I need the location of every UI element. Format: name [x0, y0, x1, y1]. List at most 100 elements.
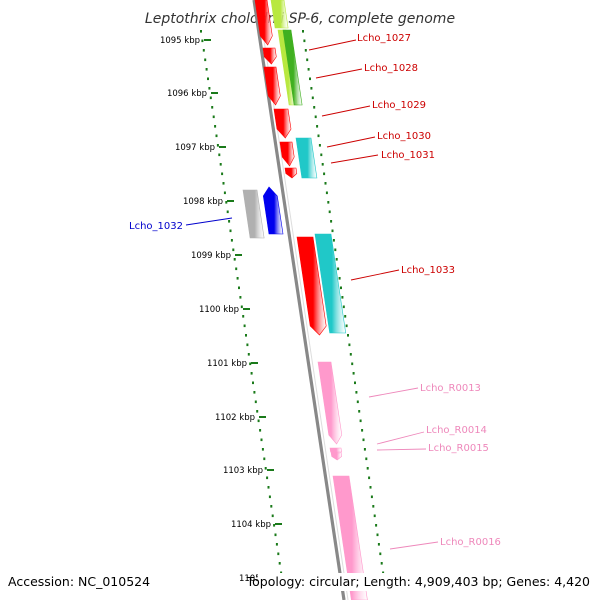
- inner-track-dot: [264, 467, 267, 470]
- gene-feature-red[interactable]: [279, 141, 295, 167]
- kbp-tick-label: 1101 kbp: [207, 359, 247, 369]
- inner-track-dot: [218, 153, 221, 157]
- outer-track-dot: [349, 353, 352, 356]
- gene-label-lcho_r0015[interactable]: Lcho_R0015: [428, 443, 489, 454]
- outer-track-dot: [354, 381, 356, 385]
- inner-track-dot: [209, 96, 212, 100]
- inner-track-dot: [242, 315, 245, 318]
- kbp-tick-label: 1102 kbp: [215, 413, 255, 423]
- gene-leader-line: [376, 448, 427, 451]
- gene-label-lcho_1027[interactable]: Lcho_1027: [357, 33, 411, 44]
- outer-track-dot: [366, 467, 369, 470]
- outer-track-dot: [340, 286, 342, 290]
- inner-track-dot: [250, 372, 253, 375]
- inner-track-dot: [228, 220, 231, 223]
- inner-track-dot: [266, 476, 269, 480]
- outer-track-dot: [324, 182, 327, 185]
- gene-feature-red[interactable]: [284, 167, 298, 179]
- gene-label-lcho_1031[interactable]: Lcho_1031: [381, 150, 435, 161]
- kbp-tick-label: 1095 kbp: [160, 36, 200, 46]
- gene-label-lcho_1029[interactable]: Lcho_1029: [372, 100, 426, 111]
- inner-track-dot: [239, 296, 242, 299]
- gene-leader-line: [185, 217, 233, 226]
- inner-track-dot: [259, 429, 262, 432]
- outer-track-dot: [337, 267, 340, 271]
- kbp-tick-label: 1096 kbp: [167, 89, 207, 99]
- gene-leader-line: [350, 269, 400, 281]
- outer-track-dot: [321, 163, 324, 166]
- gene-feature-red[interactable]: [273, 108, 292, 139]
- gene-feature-red[interactable]: [254, 0, 273, 46]
- kbp-tick-label: 1098 kbp: [183, 197, 223, 207]
- outer-track-dot: [302, 30, 304, 33]
- kbp-tick-label: 1104 kbp: [231, 520, 271, 530]
- inner-track-dot: [208, 87, 211, 90]
- gene-label-lcho_1033[interactable]: Lcho_1033: [401, 265, 455, 276]
- gene-label-lcho_1030[interactable]: Lcho_1030: [377, 131, 431, 142]
- gene-feature-pink[interactable]: [332, 475, 368, 600]
- inner-track-dot: [268, 495, 271, 499]
- topology-summary: Topology: circular; Length: 4,909,403 bp…: [246, 574, 590, 589]
- gene-feature-pink[interactable]: [330, 451, 343, 461]
- outer-track-dot: [325, 191, 328, 195]
- inner-track-dot: [270, 505, 273, 508]
- gene-feature-red[interactable]: [296, 236, 327, 336]
- inner-track-dot: [254, 400, 257, 404]
- gene-label-lcho_r0013[interactable]: Lcho_R0013: [420, 383, 481, 394]
- outer-track-dot: [352, 372, 355, 375]
- outer-track-dot: [323, 172, 326, 176]
- outer-track-dot: [320, 153, 323, 157]
- inner-track-dot: [204, 58, 207, 62]
- outer-track-dot: [368, 476, 371, 480]
- inner-track-dot: [267, 486, 270, 489]
- outer-track-dot: [372, 505, 375, 508]
- gene-feature-green_mid[interactable]: [282, 29, 303, 106]
- inner-track-dot: [247, 353, 250, 356]
- inner-track-dot: [249, 362, 252, 366]
- outer-track-dot: [310, 87, 313, 90]
- gene-feature-red[interactable]: [262, 47, 277, 65]
- outer-track-dot: [351, 362, 354, 366]
- gene-label-lcho_r0016[interactable]: Lcho_R0016: [440, 537, 501, 548]
- inner-track-dot: [245, 334, 247, 337]
- inner-track-dot: [219, 163, 222, 166]
- inner-track-dot: [229, 229, 232, 233]
- gene-feature-blue[interactable]: [262, 186, 284, 235]
- gene-labels: Lcho_1027 Lcho_1028 Lcho_1029 Lcho_1030 Lcho…: [129, 33, 501, 550]
- gene-label-lcho_r0014[interactable]: Lcho_R0014: [426, 425, 487, 436]
- outer-track-dot: [376, 533, 379, 537]
- inner-track-dot: [212, 115, 215, 119]
- kbp-tick-label: 1103 kbp: [223, 466, 263, 476]
- outer-track-dot: [382, 571, 385, 575]
- outer-track-dot: [313, 106, 316, 109]
- gene-feature-cyan[interactable]: [314, 233, 347, 334]
- gene-label-lcho_1032[interactable]: Lcho_1032: [129, 221, 183, 232]
- map-title: Leptothrix cholodnii SP-6, complete geno…: [145, 11, 455, 27]
- gene-leader-line: [389, 541, 439, 550]
- gene-feature-green_light[interactable]: [270, 0, 289, 29]
- outer-track-dot: [309, 77, 311, 81]
- gene-feature-pink[interactable]: [317, 361, 343, 445]
- inner-track-dot: [274, 533, 277, 537]
- inner-track-dot: [261, 448, 264, 451]
- inner-track-dot: [226, 210, 229, 214]
- inner-track-dot: [277, 552, 280, 556]
- inner-track-dot: [235, 267, 238, 271]
- gene-feature-cyan[interactable]: [295, 137, 318, 179]
- outer-track-dot: [345, 324, 348, 328]
- gene-feature-red[interactable]: [263, 66, 281, 106]
- kbp-tick-label: 1097 kbp: [175, 143, 215, 153]
- footer-summary-bg: [258, 573, 594, 591]
- inner-track-dot: [253, 391, 256, 394]
- gene-feature-gray[interactable]: [242, 189, 265, 239]
- outer-track-dot: [373, 514, 376, 518]
- inner-track-dot: [221, 172, 224, 176]
- inner-track-dot: [211, 106, 214, 109]
- backbone-line: [252, 0, 346, 600]
- inner-track-dot: [236, 277, 239, 280]
- outer-track-dot: [317, 134, 320, 138]
- outer-track-dot: [365, 457, 368, 461]
- gene-label-lcho_1028[interactable]: Lcho_1028: [364, 63, 418, 74]
- gene-leader-line: [326, 136, 376, 148]
